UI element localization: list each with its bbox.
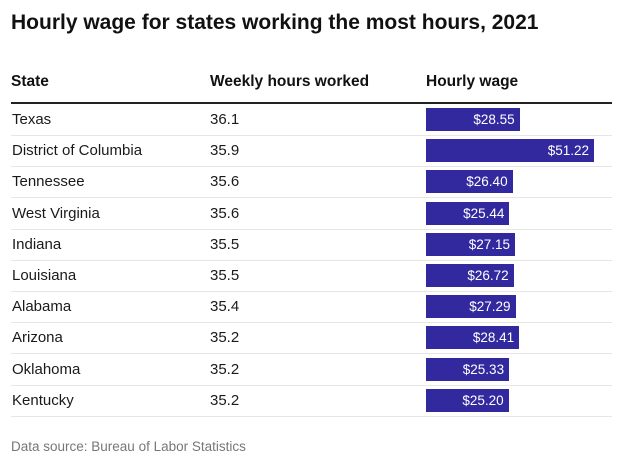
wage-label: $26.72 (467, 268, 509, 283)
state-cell: Arizona (12, 329, 63, 347)
hours-cell: 35.6 (210, 173, 240, 191)
wage-bar: $28.55 (426, 108, 520, 131)
wage-bar: $28.41 (426, 326, 520, 350)
header-wage: Hourly wage (426, 73, 519, 90)
wage-bar: $26.72 (426, 264, 514, 287)
table-row: Texas 36.1 $28.55 (11, 104, 612, 136)
state-cell: Tennessee (12, 173, 85, 191)
wage-bar: $25.20 (426, 388, 509, 412)
state-cell: Indiana (12, 235, 62, 253)
header-state: State (11, 73, 49, 90)
header-hours: Weekly hours worked (210, 73, 370, 90)
hours-cell: 35.5 (210, 267, 240, 284)
table-row: Arizona 35.2 $28.41 (11, 322, 612, 355)
state-cell: Texas (12, 111, 52, 128)
table-row: Oklahoma 35.2 $25.33 (11, 354, 612, 386)
table-row: Tennessee 35.6 $26.40 (11, 166, 612, 199)
table-row: Alabama 35.4 $27.29 (11, 291, 612, 324)
hours-cell: 35.9 (210, 142, 240, 160)
wage-label: $28.41 (472, 330, 515, 346)
state-cell: Oklahoma (12, 360, 81, 378)
wage-bar: $25.33 (426, 357, 510, 381)
wage-label: $27.15 (468, 236, 511, 252)
wage-label: $25.44 (463, 205, 505, 221)
state-cell: District of Columbia (12, 142, 143, 160)
state-cell: Kentucky (12, 391, 74, 409)
wage-bar: $26.40 (426, 170, 513, 194)
hours-cell: 35.2 (210, 360, 240, 378)
wage-bar: $25.44 (426, 201, 510, 225)
wage-label: $28.55 (473, 112, 515, 127)
wage-label: $27.29 (469, 299, 511, 315)
hours-cell: 35.2 (210, 329, 240, 347)
hours-cell: 36.1 (210, 111, 240, 128)
wage-label: $51.22 (547, 143, 589, 159)
table-row: West Virginia 35.6 $25.44 (11, 198, 612, 230)
hours-cell: 35.2 (210, 391, 240, 409)
hours-cell: 35.4 (210, 298, 240, 316)
table-row: Louisiana 35.5 $26.72 (11, 260, 612, 292)
table-row: Indiana 35.5 $27.15 (11, 229, 612, 261)
table-row: District of Columbia 35.9 $51.22 (11, 135, 612, 168)
hours-cell: 35.5 (210, 235, 240, 253)
state-cell: Louisiana (12, 267, 77, 284)
wage-bar: $51.22 (426, 139, 594, 163)
wage-bar: $27.15 (426, 232, 516, 256)
state-cell: West Virginia (12, 204, 100, 222)
header-divider (11, 102, 612, 104)
state-cell: Alabama (12, 298, 72, 316)
wage-bar: $27.29 (426, 295, 516, 319)
wage-label: $25.33 (462, 361, 505, 377)
table-row: Kentucky 35.2 $25.20 (11, 385, 612, 417)
hours-cell: 35.6 (210, 204, 240, 222)
wage-label: $26.40 (466, 174, 508, 190)
wage-label: $25.20 (462, 392, 504, 408)
chart-title: Hourly wage for states working the most … (11, 11, 539, 34)
source-note: Data source: Bureau of Labor Statistics (11, 439, 246, 454)
